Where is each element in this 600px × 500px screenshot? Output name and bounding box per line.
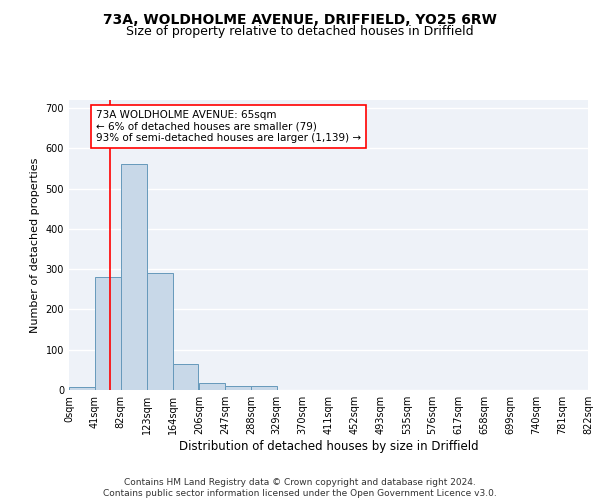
- Bar: [199, 383, 225, 390]
- Bar: [251, 386, 277, 390]
- Bar: [121, 164, 146, 390]
- Text: Contains HM Land Registry data © Crown copyright and database right 2024.
Contai: Contains HM Land Registry data © Crown c…: [103, 478, 497, 498]
- Text: Size of property relative to detached houses in Driffield: Size of property relative to detached ho…: [126, 25, 474, 38]
- Bar: [95, 277, 121, 390]
- Bar: [69, 387, 95, 390]
- X-axis label: Distribution of detached houses by size in Driffield: Distribution of detached houses by size …: [179, 440, 478, 453]
- Y-axis label: Number of detached properties: Number of detached properties: [30, 158, 40, 332]
- Bar: [146, 273, 173, 390]
- Bar: [173, 364, 199, 390]
- Bar: [225, 386, 251, 390]
- Text: 73A, WOLDHOLME AVENUE, DRIFFIELD, YO25 6RW: 73A, WOLDHOLME AVENUE, DRIFFIELD, YO25 6…: [103, 12, 497, 26]
- Text: 73A WOLDHOLME AVENUE: 65sqm
← 6% of detached houses are smaller (79)
93% of semi: 73A WOLDHOLME AVENUE: 65sqm ← 6% of deta…: [96, 110, 361, 144]
